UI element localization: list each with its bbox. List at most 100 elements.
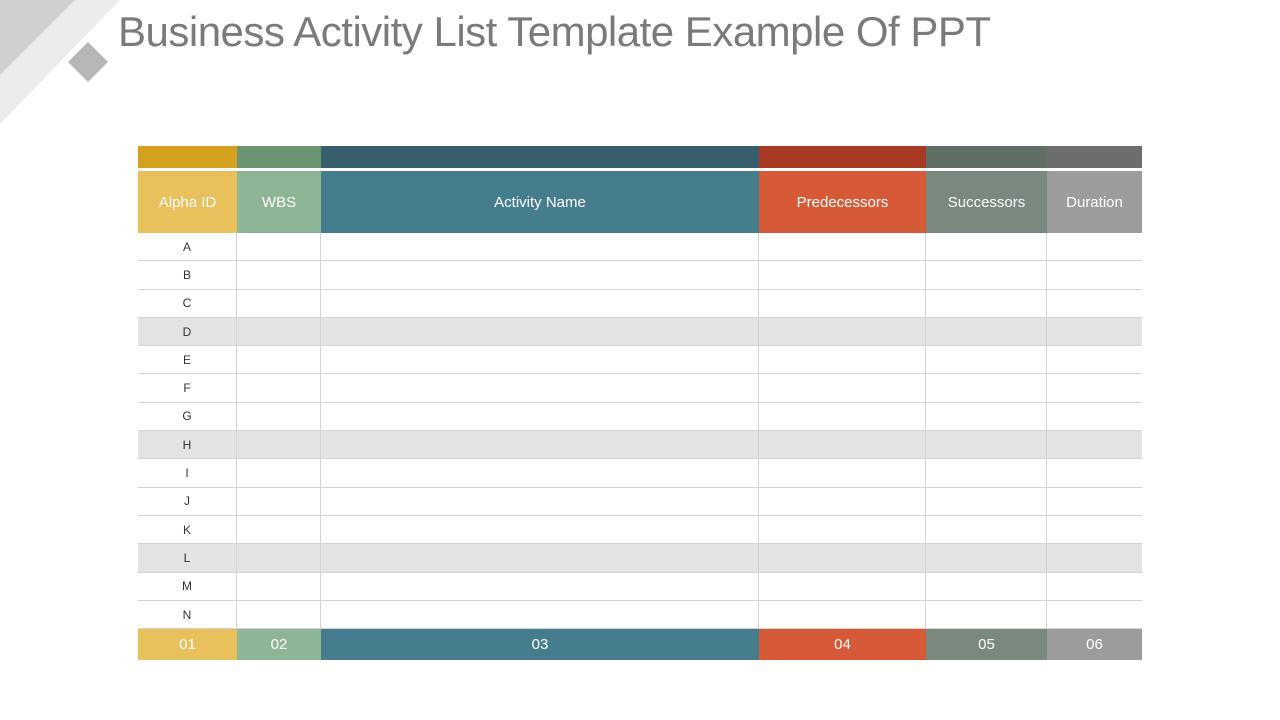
table-row: B	[138, 261, 1142, 290]
table-cell	[1047, 346, 1142, 375]
table-cell	[321, 261, 759, 290]
table-row: E	[138, 346, 1142, 375]
table-cell	[759, 289, 926, 318]
table-cell	[237, 431, 321, 460]
table-cell	[237, 572, 321, 601]
table-row: J	[138, 487, 1142, 516]
alpha-id-cell: H	[138, 431, 237, 460]
table-cell	[1047, 459, 1142, 488]
table-row: F	[138, 374, 1142, 403]
table-cell	[321, 544, 759, 573]
table-cell	[237, 544, 321, 573]
table-cell	[237, 317, 321, 347]
table-cell	[926, 233, 1047, 262]
table-cell	[759, 459, 926, 488]
activity-table: Alpha ID WBS Activity Name Predecessors …	[138, 146, 1142, 661]
footer-number: 01	[138, 629, 237, 661]
table-row: L	[138, 544, 1142, 573]
alpha-id-cell: C	[138, 289, 237, 318]
header-successors: Successors	[926, 171, 1047, 233]
table-cell	[1047, 290, 1142, 318]
table-cell	[237, 374, 321, 403]
alpha-id-cell: F	[138, 374, 237, 403]
table-cell	[759, 402, 926, 432]
alpha-id-cell: J	[138, 487, 237, 516]
table-cell	[926, 600, 1047, 630]
alpha-id-cell: A	[138, 233, 237, 262]
table-cell	[237, 459, 321, 488]
header-activity-name: Activity Name	[321, 171, 759, 233]
table-cell	[1047, 544, 1142, 573]
table-cell	[237, 261, 321, 290]
strip-cell-6	[1047, 146, 1142, 168]
table-cell	[759, 233, 926, 262]
alpha-id-cell: D	[138, 317, 237, 347]
table-cell	[321, 402, 759, 432]
table-cell	[321, 600, 759, 630]
strip-cell-1	[138, 146, 237, 168]
table-cell	[759, 544, 926, 573]
table-cell	[1047, 431, 1142, 460]
table-cell	[759, 572, 926, 601]
header-wbs: WBS	[237, 171, 321, 233]
table-cell	[1047, 233, 1142, 262]
corner-decoration	[0, 0, 120, 124]
table-row: K	[138, 515, 1142, 545]
table-footer: 01 02 03 04 05 06	[138, 629, 1142, 661]
alpha-id-cell: L	[138, 544, 237, 573]
table-cell	[926, 544, 1047, 573]
table-cell	[926, 572, 1047, 601]
table-cell	[926, 317, 1047, 347]
table-cell	[926, 346, 1047, 375]
table-row: G	[138, 402, 1142, 432]
alpha-id-cell: E	[138, 346, 237, 375]
table-cell	[321, 346, 759, 375]
table-cell	[1047, 374, 1142, 403]
header-predecessors: Predecessors	[759, 171, 926, 233]
table-cell	[237, 515, 321, 545]
table-cell	[926, 402, 1047, 432]
strip-cell-3	[321, 146, 759, 168]
table-cell	[759, 261, 926, 290]
table-cell	[1047, 516, 1142, 545]
table-cell	[237, 487, 321, 516]
table-row: H	[138, 431, 1142, 460]
table-cell	[759, 600, 926, 630]
table-cell	[926, 261, 1047, 290]
table-cell	[1047, 317, 1142, 347]
alpha-id-cell: B	[138, 261, 237, 290]
footer-number: 04	[759, 629, 926, 661]
table-cell	[321, 233, 759, 262]
corner-band-light	[0, 0, 120, 124]
table-cell	[321, 572, 759, 601]
table-cell	[321, 515, 759, 545]
footer-number: 02	[237, 629, 321, 661]
table-row: A	[138, 233, 1142, 262]
table-cell	[759, 374, 926, 403]
strip-cell-5	[926, 146, 1047, 168]
table-cell	[926, 289, 1047, 318]
table-cell	[321, 431, 759, 460]
table-cell	[1047, 488, 1142, 516]
page-title: Business Activity List Template Example …	[118, 8, 991, 55]
table-cell	[321, 317, 759, 347]
table-cell	[926, 487, 1047, 516]
table-row: D	[138, 317, 1142, 347]
footer-number: 05	[926, 629, 1047, 661]
table-cell	[759, 487, 926, 516]
alpha-id-cell: M	[138, 572, 237, 601]
table-cell	[237, 289, 321, 318]
table-row: I	[138, 459, 1142, 488]
table-cell	[1047, 601, 1142, 630]
header-duration: Duration	[1047, 171, 1142, 233]
table-cell	[321, 374, 759, 403]
alpha-id-cell: G	[138, 402, 237, 432]
table-cell	[926, 431, 1047, 460]
table-cell	[1047, 261, 1142, 290]
color-strip	[138, 146, 1142, 168]
footer-number: 06	[1047, 629, 1142, 661]
table-cell	[759, 515, 926, 545]
table-cell	[1047, 573, 1142, 601]
strip-cell-4	[759, 146, 926, 168]
